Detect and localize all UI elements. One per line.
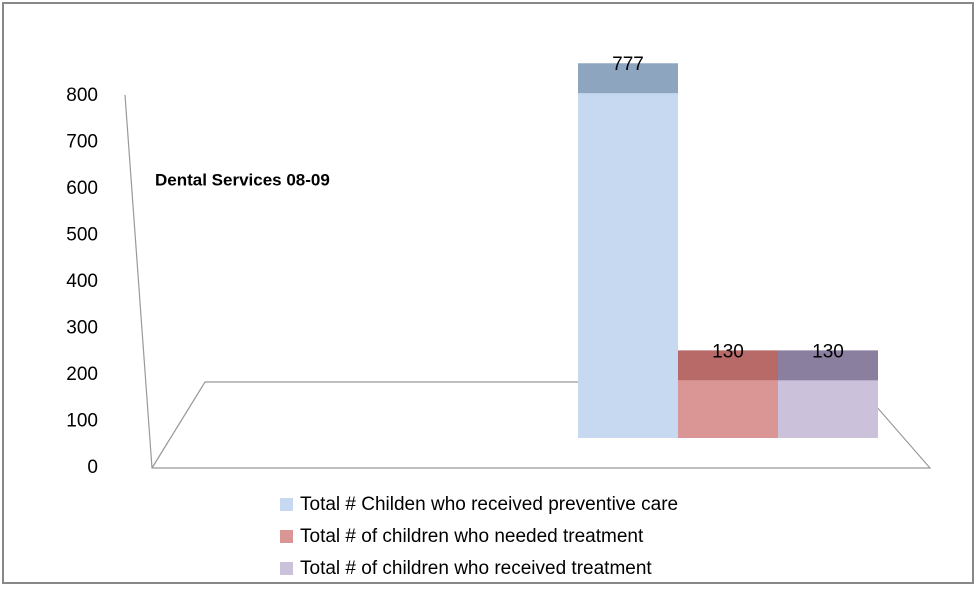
data-label: 130 <box>712 341 744 362</box>
y-tick-label: 100 <box>66 411 98 432</box>
legend-label: Total # Childen who received preventive … <box>300 494 678 515</box>
legend-label: Total # of children who needed treatment <box>300 526 644 547</box>
bar-top <box>578 63 678 94</box>
data-label: 130 <box>812 341 844 362</box>
y-tick-label: 600 <box>66 178 98 199</box>
bar-front <box>778 380 878 438</box>
y-tick-label: 800 <box>66 85 98 106</box>
y-tick-label: 200 <box>66 364 98 385</box>
legend-swatch <box>280 530 293 543</box>
y-tick-label: 400 <box>66 271 98 292</box>
data-label: 777 <box>612 54 644 75</box>
legend-swatch <box>280 498 293 511</box>
y-tick-label: 700 <box>66 132 98 153</box>
legend-label: Total # of children who received treatme… <box>300 558 652 579</box>
y-tick-label: 300 <box>66 318 98 339</box>
floor-and-wall <box>124 94 932 469</box>
y-tick-label: 500 <box>66 225 98 246</box>
bar-top <box>778 350 878 381</box>
chart-title: Dental Services 08-09 <box>155 170 330 189</box>
legend-swatch <box>280 562 293 575</box>
bar-front <box>678 380 778 438</box>
bar-top <box>678 350 778 381</box>
bar-front <box>578 93 678 439</box>
y-tick-label: 0 <box>87 457 98 478</box>
